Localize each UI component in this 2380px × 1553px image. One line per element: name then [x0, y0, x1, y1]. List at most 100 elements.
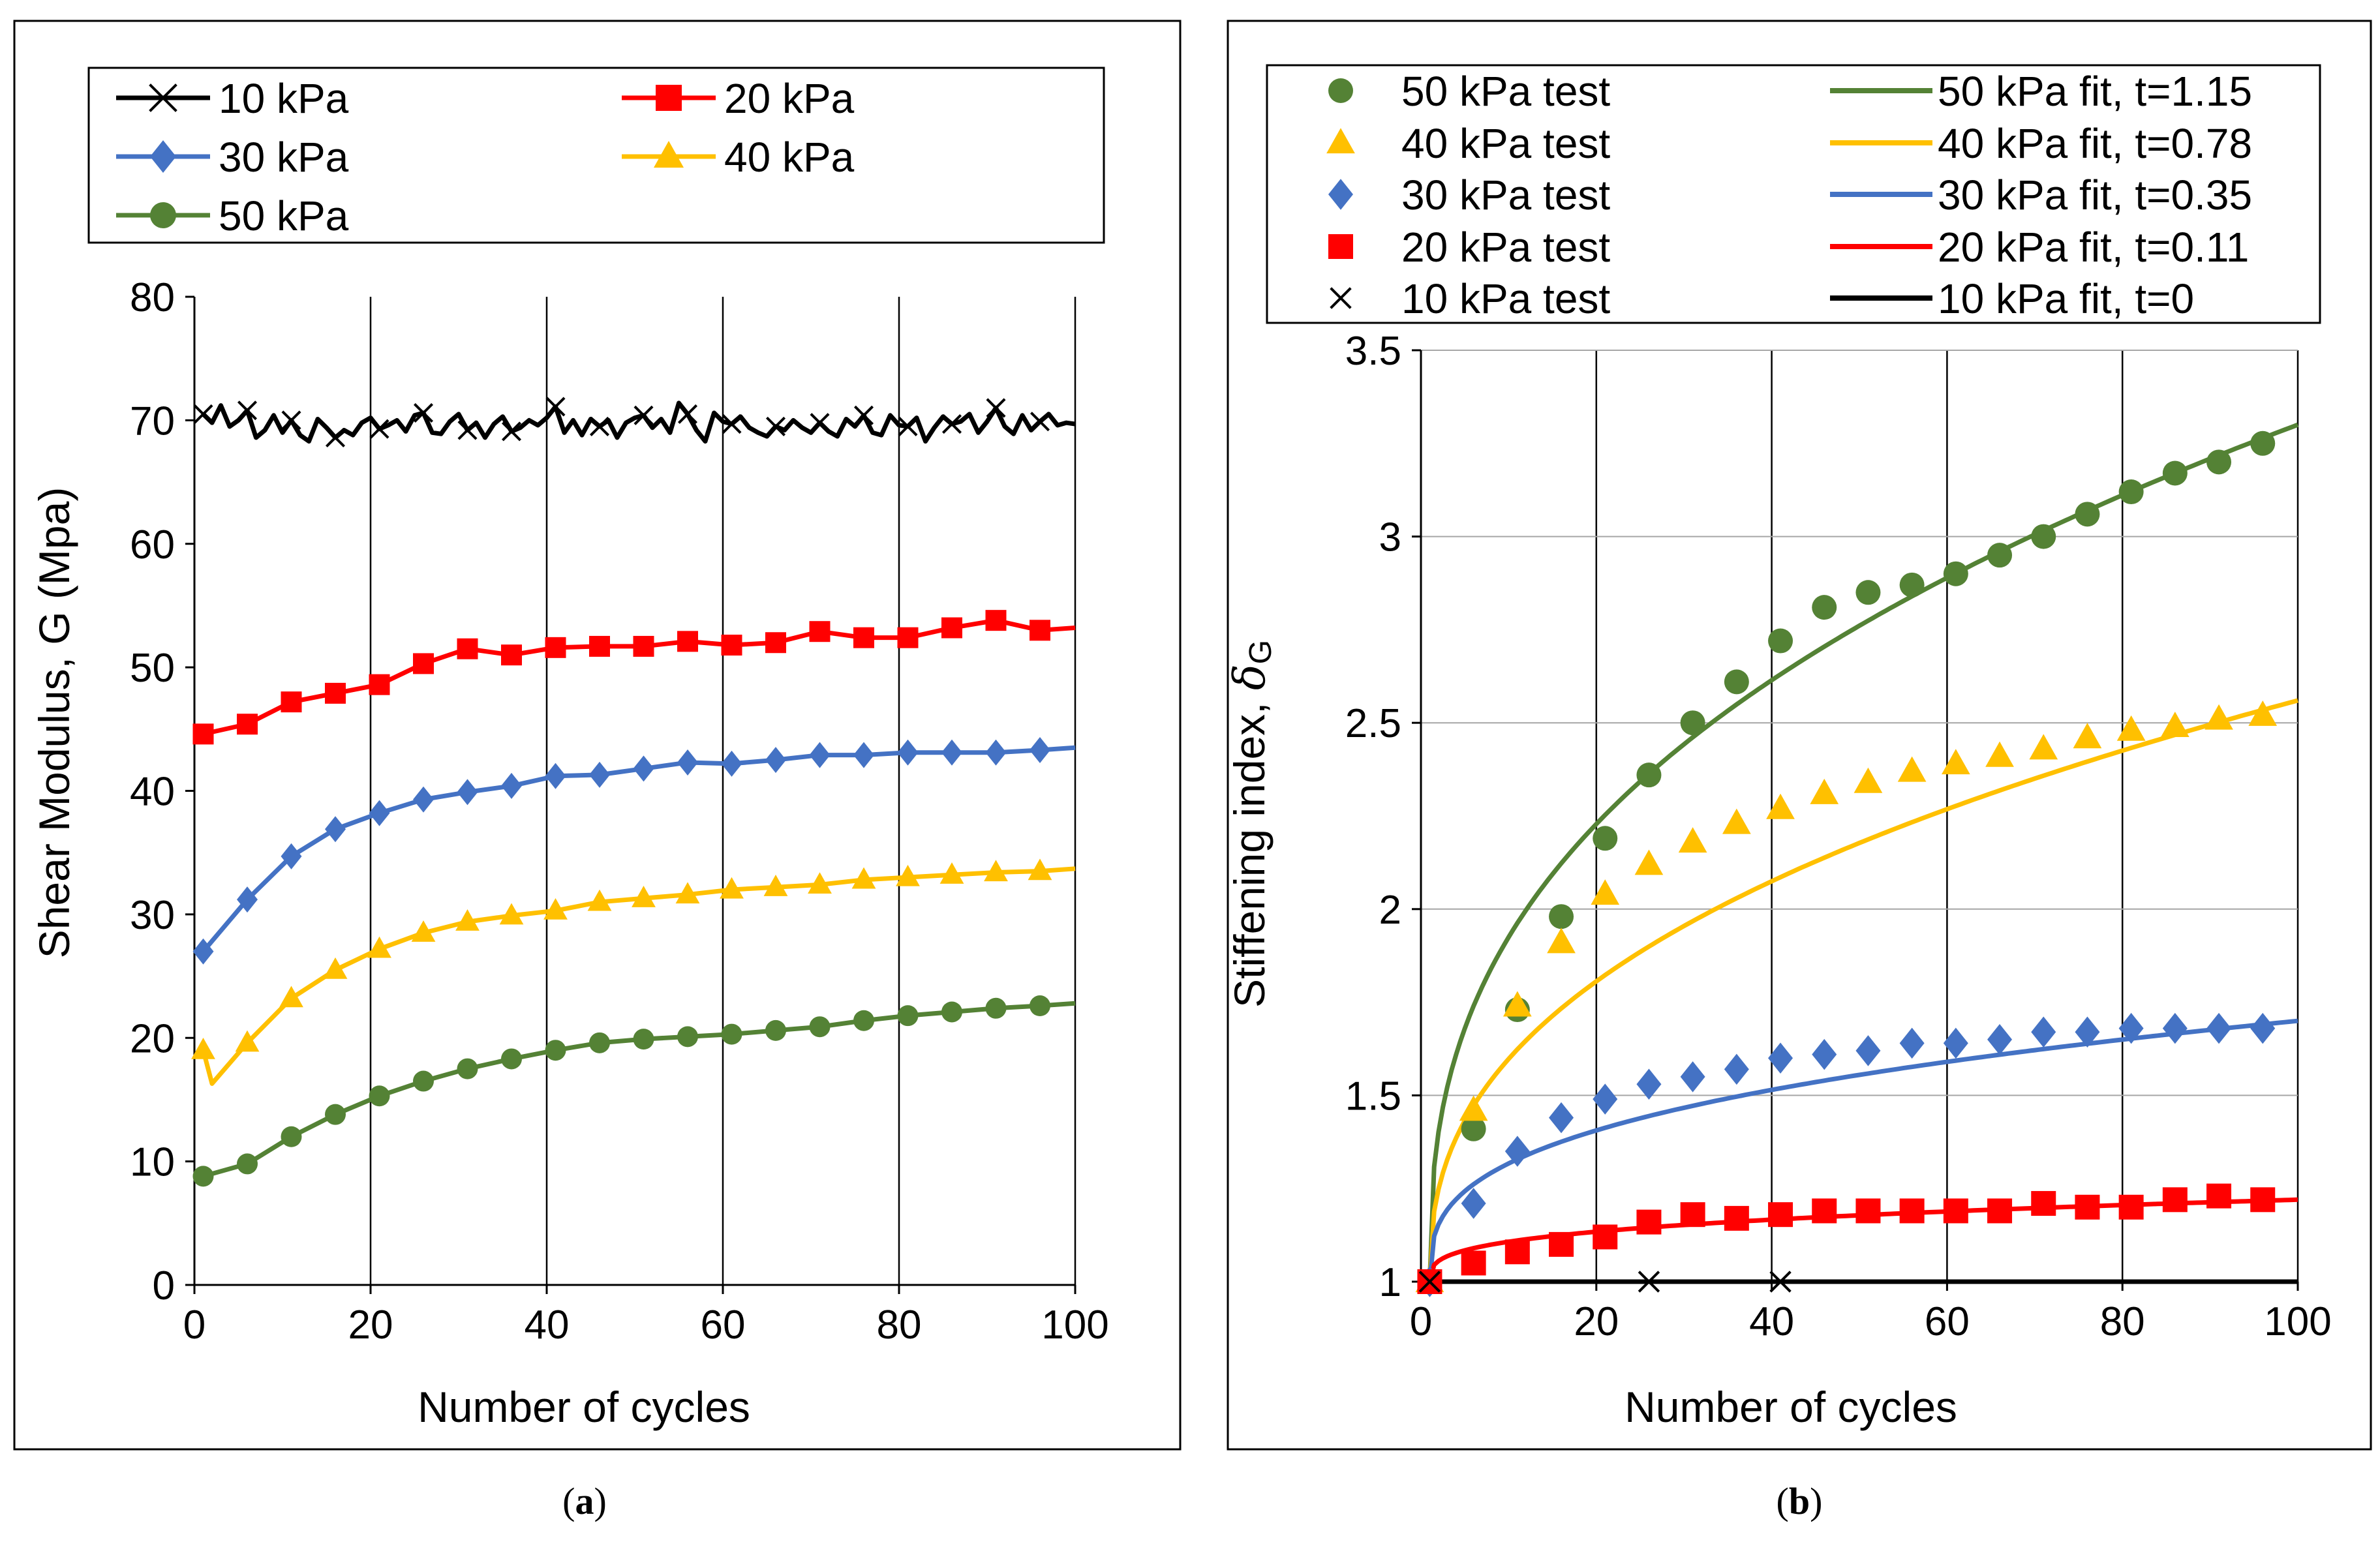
- chart-a-series-10-kpa-point-20: [369, 419, 389, 439]
- chart-b-series-30-kpa-test-point-17: [2162, 1012, 2188, 1044]
- chart-b-series-20-kpa-test-point-18: [2206, 1183, 2232, 1209]
- chart-a-series-50-kpa-point-12: [721, 1023, 742, 1045]
- chart-b-legend-item-40-kpa-test-marker: [1326, 128, 1355, 154]
- chart-a: 0 10 20 30 40 50 60 70 80 0 20 40 60 80 100 10 kPa 20 kP…: [87, 67, 1109, 1348]
- chart-a-series-20-kpa-point-3: [325, 682, 346, 704]
- chart-b-legend-item-20-kpa-fit-t-0-11: 20 kPa fit, t=0.11: [1830, 224, 2249, 271]
- chart-a-series-50-kpa-point-16: [897, 1005, 919, 1027]
- chart-a-series-20-kpa-point-14: [809, 621, 831, 642]
- chart-b-series-20-kpa-test-point-5: [1636, 1209, 1662, 1235]
- chart-b-legend-item-40-kpa-fit-t-0-78-label: 40 kPa fit, t=0.78: [1938, 120, 2252, 167]
- chart-a-series-30-kpa-point-17: [941, 739, 962, 766]
- chart-a-series-50-kpa-point-3: [325, 1104, 346, 1125]
- chart-a-series-50-kpa-point-1: [237, 1153, 258, 1175]
- chart-a-series-20-kpa-point-7: [501, 644, 522, 666]
- chart-b-series-40-kpa-test-point-3: [1547, 927, 1576, 954]
- chart-b-series-40-kpa-test-point-18: [2205, 704, 2233, 730]
- chart-b-series-10-kpa-test-point-0: [1418, 1271, 1441, 1293]
- chart-b-fit-30-kpa-fit-t-0-35-line: [1427, 1018, 2298, 1282]
- chart-b-ylabel-text: Stiffening index,: [1225, 690, 1274, 1008]
- chart-b-series-20-kpa-test-point-14: [2031, 1191, 2056, 1216]
- chart-a-series-40-kpa-point-19: [1028, 858, 1052, 881]
- chart-b-series-40-kpa-test-point-15: [2073, 723, 2102, 749]
- chart-b-series-20-kpa-test-point-19: [2250, 1187, 2276, 1213]
- chart-b-legend-item-50-kpa-test: 50 kPa test: [1328, 68, 1610, 115]
- chart-a-legend-item-30-kpa-marker: [150, 140, 176, 173]
- chart-b-series-20-kpa-test-point-2: [1504, 1239, 1530, 1265]
- chart-b-fit-40-kpa-fit-t-0-78-line: [1427, 698, 2298, 1282]
- chart-b-series-20-kpa-test-point-10: [1855, 1198, 1881, 1224]
- chart-a-series-30-kpa-point-9: [589, 761, 610, 788]
- chart-b-ylabel-sub: G: [1243, 640, 1278, 664]
- chart-a-series-40-kpa-point-0: [191, 1037, 215, 1059]
- chart-b-series-50-kpa-test-point-10: [1855, 580, 1881, 605]
- chart-b-xtick-label-2: 40: [1749, 1299, 1794, 1344]
- chart-b-series-30-kpa-test-point-16: [2118, 1012, 2144, 1044]
- chart-a-series-50-kpa-point-14: [809, 1016, 831, 1038]
- chart-a-series-40-kpa-line: [201, 866, 1076, 1086]
- chart-b-xlabel: Number of cycles: [1625, 1383, 1957, 1431]
- chart-b-series-30-kpa-test-point-7: [1724, 1053, 1749, 1085]
- chart-a-ytick-label-3: 30: [130, 893, 175, 938]
- chart-a-series-20-kpa-point-13: [765, 632, 786, 654]
- chart-b-series-40-kpa-test-point-12: [1941, 749, 1970, 775]
- chart-b-series-20-kpa-test-point-9: [1812, 1198, 1837, 1224]
- chart-a-series-30-kpa-point-8: [545, 762, 566, 789]
- chart-a-series-40-kpa-point-16: [896, 864, 920, 886]
- chart-b-legend-item-20-kpa-test-label: 20 kPa test: [1401, 224, 1610, 271]
- chart-a-series-50-kpa-point-11: [677, 1026, 698, 1048]
- chart-b-xtick-label-4: 80: [2100, 1299, 2145, 1344]
- chart-a-series-30-kpa-point-4: [369, 800, 390, 826]
- chart-b-series-20-kpa-test-point-12: [1943, 1198, 1968, 1224]
- chart-a-series-40-kpa-point-1: [235, 1030, 260, 1052]
- chart-b-series-20-kpa-test-point-1: [1461, 1250, 1486, 1276]
- chart-b-legend-item-30-kpa-fit-t-0-35-label: 30 kPa fit, t=0.35: [1938, 172, 2252, 219]
- chart-b-series-30-kpa-test-point-9: [1812, 1038, 1837, 1070]
- chart-a-legend-item-10-kpa: 10 kPa: [116, 75, 349, 122]
- chart-a-legend-item-40-kpa: 40 kPa: [622, 134, 855, 181]
- chart-a-xtick-label-3: 60: [701, 1303, 746, 1348]
- chart-b-series-50-kpa-test-point-15: [2075, 502, 2100, 527]
- chart-a-series-50-kpa-point-15: [853, 1010, 874, 1031]
- chart-a-series-40-kpa-point-3: [323, 957, 348, 979]
- chart-a-series-50-kpa-point-10: [633, 1029, 654, 1050]
- chart-b-series-10-kpa-test: [1418, 1271, 1792, 1293]
- chart-b-legend: 50 kPa test 40 kPa test 30 kPa test 20 kPa …: [1266, 64, 2321, 324]
- chart-a-series-10-kpa-point-25: [413, 402, 434, 423]
- chart-b-series-30-kpa-test-point-2: [1504, 1136, 1530, 1167]
- chart-a-series-40-kpa-point-15: [851, 867, 876, 889]
- chart-b-series-30-kpa-test-point-11: [1899, 1027, 1925, 1059]
- chart-b-series-20-kpa-test-point-13: [1987, 1198, 2013, 1224]
- chart-b-series-20-kpa-test-point-16: [2118, 1194, 2144, 1220]
- chart-a-series-30-kpa-point-6: [457, 779, 478, 806]
- chart-b-series-50-kpa-test-point-5: [1636, 762, 1662, 788]
- chart-a-series-30-kpa-point-3: [325, 816, 346, 843]
- chart-a-series-10-kpa-point-45: [589, 416, 610, 436]
- chart-a-legend-item-40-kpa-marker: [654, 141, 684, 168]
- chart-b-series-40-kpa-test-point-14: [2029, 734, 2058, 760]
- chart-a-series-10-kpa-point-85: [941, 414, 962, 434]
- chart-b-legend-box: [1266, 64, 2321, 324]
- chart-a-series-50-kpa-point-7: [501, 1048, 522, 1070]
- chart-b-legend-item-40-kpa-test: 40 kPa test: [1326, 120, 1610, 167]
- chart-a-series-10-kpa-point-35: [501, 421, 522, 442]
- chart-b-xtick-label-1: 20: [1574, 1299, 1619, 1344]
- chart-b-legend-item-10-kpa-fit-t-0-label: 10 kPa fit, t=0: [1938, 275, 2194, 322]
- chart-a-ytick-label-7: 70: [130, 399, 175, 444]
- chart-a-series-30-kpa-point-0: [192, 938, 214, 965]
- chart-b-xtick-label-0: 0: [1410, 1299, 1432, 1344]
- chart-b-series-40-kpa-test-point-8: [1766, 793, 1795, 819]
- chart-a-series-40-kpa-point-7: [499, 903, 524, 925]
- chart-a-series-40-kpa-point-10: [632, 886, 656, 907]
- chart-a-series-10-kpa-line: [202, 400, 1076, 444]
- chart-a-series-30-kpa-point-10: [633, 755, 654, 782]
- chart-a-series-20-kpa-point-17: [941, 617, 962, 639]
- chart-a-series-20-kpa-point-4: [369, 674, 390, 695]
- chart-a-series-10-kpa-point-10: [281, 410, 301, 430]
- chart-b-series-30-kpa-test-point-5: [1636, 1068, 1662, 1100]
- chart-b-series-30-kpa-test-point-14: [2031, 1016, 2056, 1048]
- chart-a-series-40-kpa-point-14: [808, 872, 832, 894]
- chart-a-series-30-kpa-point-12: [721, 750, 742, 777]
- chart-a-series-30-kpa-point-15: [853, 742, 874, 768]
- chart-a-series-30-kpa-point-2: [281, 843, 302, 869]
